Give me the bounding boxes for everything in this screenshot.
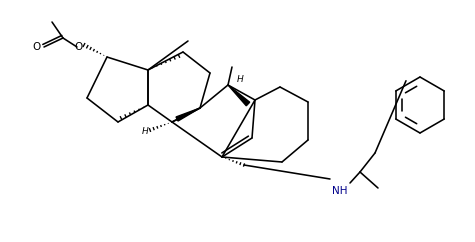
Polygon shape [228, 85, 250, 106]
Text: H: H [237, 75, 244, 83]
Text: H: H [141, 128, 148, 136]
Text: NH: NH [332, 186, 348, 196]
Text: O: O [75, 42, 83, 52]
Text: O: O [33, 42, 41, 52]
Polygon shape [176, 108, 200, 121]
